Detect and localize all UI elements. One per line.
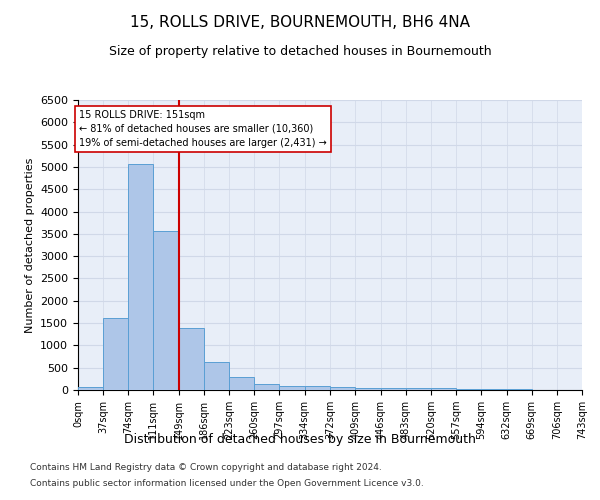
Bar [103, 318, 128, 390]
Bar [305, 386, 331, 390]
Bar [456, 388, 481, 390]
Text: Contains HM Land Registry data © Crown copyright and database right 2024.: Contains HM Land Registry data © Crown c… [30, 464, 382, 472]
Bar [331, 388, 355, 390]
Bar [280, 386, 305, 390]
Bar [128, 164, 153, 390]
Text: Size of property relative to detached houses in Bournemouth: Size of property relative to detached ho… [109, 45, 491, 58]
Text: 15 ROLLS DRIVE: 151sqm
← 81% of detached houses are smaller (10,360)
19% of semi: 15 ROLLS DRIVE: 151sqm ← 81% of detached… [79, 110, 327, 148]
Bar [254, 384, 280, 390]
Bar [406, 388, 431, 390]
Bar [78, 386, 103, 390]
Bar [355, 388, 380, 390]
Bar [481, 389, 507, 390]
Text: 15, ROLLS DRIVE, BOURNEMOUTH, BH6 4NA: 15, ROLLS DRIVE, BOURNEMOUTH, BH6 4NA [130, 15, 470, 30]
Y-axis label: Number of detached properties: Number of detached properties [25, 158, 35, 332]
Text: Contains public sector information licensed under the Open Government Licence v3: Contains public sector information licen… [30, 478, 424, 488]
Bar [431, 388, 456, 390]
Bar [179, 328, 204, 390]
Bar [380, 388, 406, 390]
Bar [204, 362, 229, 390]
Bar [229, 377, 254, 390]
Text: Distribution of detached houses by size in Bournemouth: Distribution of detached houses by size … [124, 432, 476, 446]
Bar [153, 230, 179, 390]
